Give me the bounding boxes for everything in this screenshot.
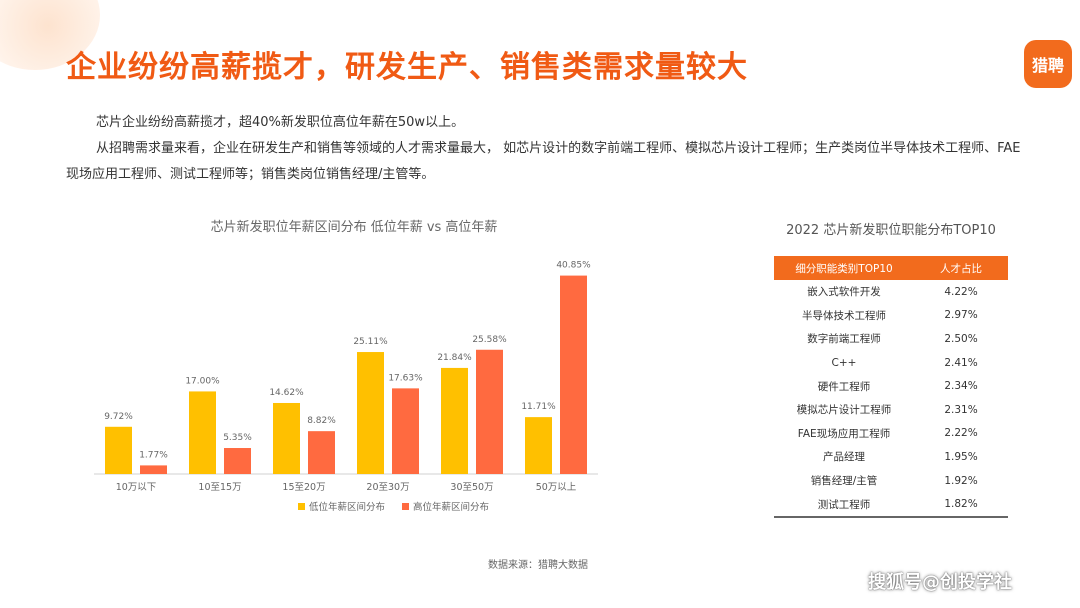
bar-low bbox=[525, 417, 552, 474]
bar-high bbox=[140, 465, 167, 474]
table-row: FAE现场应用工程师 2.22% bbox=[774, 422, 1008, 446]
row-category: 产品经理 bbox=[823, 451, 865, 464]
data-label: 14.62% bbox=[269, 388, 304, 398]
table-row: 半导体技术工程师 2.97% bbox=[774, 304, 1008, 328]
row-share: 2.31% bbox=[944, 403, 978, 416]
row-share: 2.50% bbox=[944, 332, 978, 345]
x-tick-label: 20至30万 bbox=[366, 482, 409, 493]
x-tick-label: 15至20万 bbox=[282, 482, 325, 493]
header-category: 细分职能类别TOP10 bbox=[774, 256, 914, 280]
row-category: C++ bbox=[831, 356, 857, 369]
x-tick-label: 10万以下 bbox=[116, 482, 157, 493]
table-title: 2022 芯片新发职位职能分布TOP10 bbox=[786, 223, 996, 238]
row-category: FAE现场应用工程师 bbox=[797, 427, 891, 440]
data-label: 17.00% bbox=[185, 376, 220, 386]
row-share: 1.92% bbox=[944, 474, 978, 487]
table-row: 硬件工程师 2.34% bbox=[774, 374, 1008, 398]
source-note: 数据来源：猎聘大数据 bbox=[488, 560, 588, 571]
chart-title: 芯片新发职位年薪区间分布 低位年薪 vs 高位年薪 bbox=[210, 220, 498, 235]
bar-low bbox=[105, 426, 132, 474]
x-tick-label: 10至15万 bbox=[198, 482, 241, 493]
data-label: 9.72% bbox=[104, 412, 133, 422]
bar-high bbox=[308, 431, 335, 474]
bar-low bbox=[441, 367, 468, 474]
data-label: 11.71% bbox=[521, 402, 556, 412]
intro-line-1: 芯片企业纷纷高薪揽才，超40%新发职位高位年薪在50w以上。 bbox=[96, 115, 465, 130]
bar-high bbox=[224, 448, 251, 474]
row-share: 1.95% bbox=[944, 450, 978, 463]
bar-low bbox=[357, 352, 384, 474]
row-category: 数字前端工程师 bbox=[807, 333, 881, 346]
liepin-logo: 猎聘 bbox=[1024, 40, 1072, 88]
intro-text: 芯片企业纷纷高薪揽才，超40%新发职位高位年薪在50w以上。 从招聘需求量来看，… bbox=[66, 110, 1026, 188]
bar-high bbox=[476, 349, 503, 474]
row-category: 半导体技术工程师 bbox=[802, 309, 886, 322]
x-tick-label: 50万以上 bbox=[536, 482, 577, 493]
table-row: 模拟芯片设计工程师 2.31% bbox=[774, 398, 1008, 422]
legend-label: 高位年薪区间分布 bbox=[413, 501, 489, 513]
table-row: 嵌入式软件开发 4.22% bbox=[774, 280, 1008, 304]
watermark-text: 搜狐号@创投学社 bbox=[868, 572, 1012, 593]
table-row: 销售经理/主管 1.92% bbox=[774, 469, 1008, 493]
data-label: 40.85% bbox=[556, 261, 591, 271]
row-category: 硬件工程师 bbox=[817, 380, 871, 393]
top10-table: 细分职能类别TOP10 人才占比 嵌入式软件开发 4.22% 半导体技术工程师 2.… bbox=[774, 256, 1008, 518]
data-label: 25.58% bbox=[472, 335, 507, 345]
data-label: 17.63% bbox=[388, 373, 423, 383]
bar-high bbox=[392, 388, 419, 474]
bar-low bbox=[189, 391, 216, 474]
row-share: 2.41% bbox=[944, 356, 978, 369]
table-row: 测试工程师 1.82% bbox=[774, 492, 1008, 517]
legend-label: 低位年薪区间分布 bbox=[309, 501, 385, 513]
row-share: 2.22% bbox=[944, 427, 978, 440]
row-share: 2.34% bbox=[944, 380, 978, 393]
row-share: 4.22% bbox=[944, 285, 978, 298]
header-share: 人才占比 bbox=[914, 256, 1008, 280]
row-share: 1.82% bbox=[944, 498, 978, 511]
table-row: 产品经理 1.95% bbox=[774, 445, 1008, 469]
row-category: 销售经理/主管 bbox=[810, 475, 878, 488]
table-row: 数字前端工程师 2.50% bbox=[774, 327, 1008, 351]
data-label: 8.82% bbox=[307, 416, 336, 426]
salary-bar-chart: 9.72% 1.77% 10万以下 17.00% 5.35% 10至15万 14.62% 8.… bbox=[94, 261, 598, 513]
table-row: C++ 2.41% bbox=[774, 351, 1008, 375]
intro-line-2: 从招聘需求量来看，企业在研发生产和销售等领域的人才需求量最大， 如芯片设计的数字… bbox=[66, 141, 1021, 182]
row-category: 测试工程师 bbox=[817, 498, 871, 511]
row-share: 2.97% bbox=[944, 309, 978, 322]
bar-low bbox=[273, 402, 300, 474]
legend-swatch bbox=[402, 503, 409, 510]
row-category: 嵌入式软件开发 bbox=[807, 286, 881, 299]
data-label: 5.35% bbox=[223, 433, 252, 443]
page-title: 企业纷纷高薪揽才，研发生产、销售类需求量较大 bbox=[66, 50, 748, 85]
bar-high bbox=[560, 275, 587, 474]
x-tick-label: 30至50万 bbox=[450, 482, 493, 493]
table-header-row: 细分职能类别TOP10 人才占比 bbox=[774, 256, 1008, 280]
row-category: 模拟芯片设计工程师 bbox=[796, 404, 892, 417]
data-label: 1.77% bbox=[139, 450, 168, 460]
data-label: 25.11% bbox=[353, 337, 388, 347]
legend-swatch bbox=[298, 503, 305, 510]
data-label: 21.84% bbox=[437, 353, 472, 363]
